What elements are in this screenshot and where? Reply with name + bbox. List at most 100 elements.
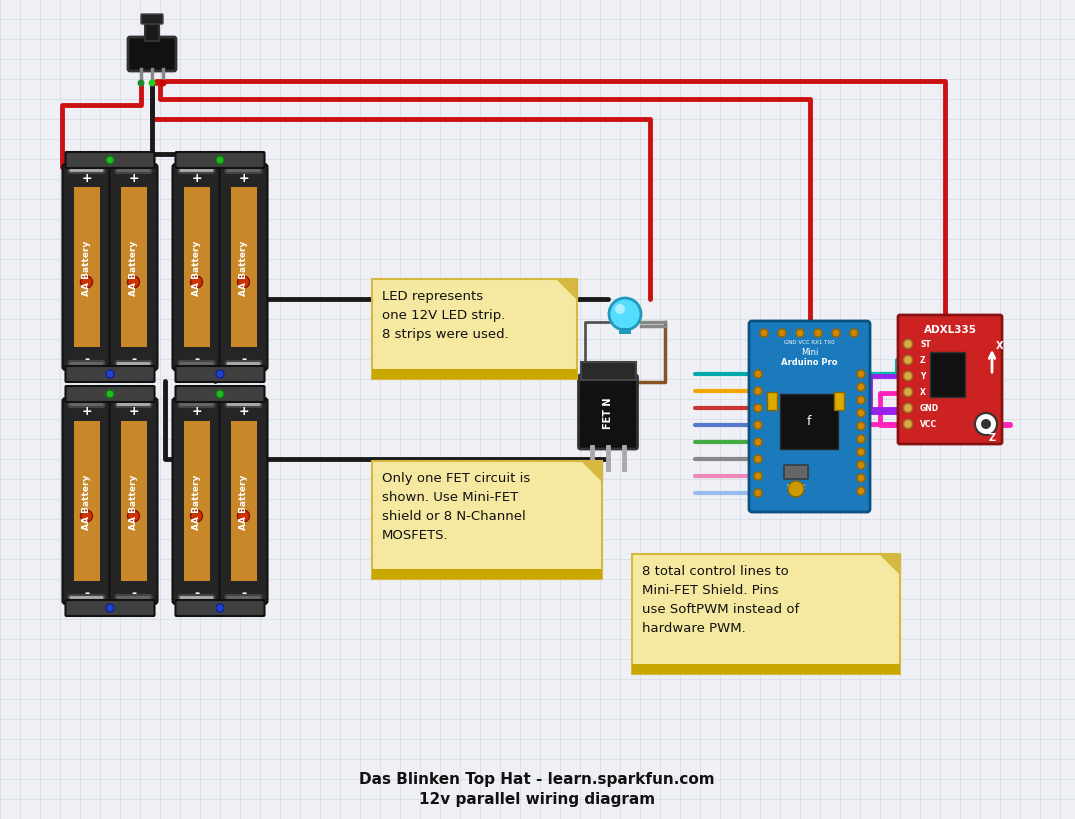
FancyBboxPatch shape [62,399,111,604]
Polygon shape [557,279,577,300]
Bar [834,392,844,410]
Circle shape [857,449,865,456]
Circle shape [754,405,762,413]
Text: GND VCC RX1 TX0: GND VCC RX1 TX0 [784,340,835,345]
Bar [372,369,577,379]
Text: -: - [84,586,89,600]
Polygon shape [582,461,602,482]
Text: VCC: VCC [920,420,937,429]
Circle shape [975,414,997,436]
Bar [580,363,635,381]
Circle shape [857,423,865,431]
Circle shape [754,455,762,464]
Circle shape [216,370,224,378]
Bar [632,554,900,674]
Circle shape [814,329,822,337]
Bar [230,188,257,347]
Circle shape [788,482,804,497]
Text: 12v parallel wiring diagram: 12v parallel wiring diagram [419,791,655,807]
Circle shape [903,388,913,397]
Text: f: f [806,415,812,428]
Bar [372,569,602,579]
Circle shape [81,510,92,523]
FancyBboxPatch shape [219,165,268,370]
FancyBboxPatch shape [69,391,104,408]
Circle shape [615,305,625,314]
Circle shape [760,329,768,337]
Circle shape [190,510,202,523]
Circle shape [903,372,913,381]
Circle shape [106,604,114,613]
Circle shape [106,370,114,378]
Circle shape [754,438,762,446]
Bar [632,664,900,674]
Bar [372,461,602,579]
Text: Reset: Reset [787,483,805,490]
Text: LED represents
one 12V LED strip.
8 strips were used.: LED represents one 12V LED strip. 8 stri… [382,290,508,341]
Bar [184,422,210,581]
Bar [372,279,577,379]
Circle shape [754,473,762,481]
Text: +: + [82,171,91,184]
FancyBboxPatch shape [115,361,152,378]
Text: FET N: FET N [603,396,613,428]
Text: AA Battery: AA Battery [129,473,138,529]
Text: -: - [241,586,246,600]
Text: -: - [131,353,137,366]
Text: ST: ST [920,340,931,349]
Circle shape [754,370,762,378]
Text: ADXL335: ADXL335 [923,324,976,335]
Circle shape [857,461,865,469]
Circle shape [754,422,762,429]
FancyBboxPatch shape [69,595,104,611]
FancyBboxPatch shape [69,158,104,174]
Circle shape [857,410,865,418]
FancyBboxPatch shape [66,367,155,382]
Circle shape [903,356,913,365]
Text: -: - [194,353,199,366]
FancyBboxPatch shape [115,391,152,408]
Circle shape [238,510,249,523]
Circle shape [128,277,140,288]
Circle shape [903,420,913,429]
Circle shape [857,396,865,405]
FancyBboxPatch shape [175,600,264,616]
Text: Das Blinken Top Hat - learn.sparkfun.com: Das Blinken Top Hat - learn.sparkfun.com [359,771,715,786]
FancyBboxPatch shape [66,387,155,402]
Circle shape [159,80,167,88]
Text: 8 total control lines to
Mini-FET Shield. Pins
use SoftPWM instead of
hardware P: 8 total control lines to Mini-FET Shield… [642,564,799,634]
Circle shape [857,474,865,482]
Bar [120,188,146,347]
FancyBboxPatch shape [175,367,264,382]
FancyBboxPatch shape [115,595,152,611]
Circle shape [106,391,114,399]
Circle shape [238,277,249,288]
FancyBboxPatch shape [578,376,637,450]
Text: AA Battery: AA Battery [192,473,201,529]
Circle shape [857,436,865,443]
Circle shape [81,277,92,288]
Bar [120,422,146,581]
Circle shape [850,329,858,337]
Circle shape [903,404,913,413]
FancyBboxPatch shape [62,165,111,370]
Circle shape [138,80,144,88]
Circle shape [796,329,804,337]
FancyBboxPatch shape [226,391,261,408]
Text: +: + [128,405,139,418]
Circle shape [216,156,224,165]
FancyBboxPatch shape [172,399,220,604]
Circle shape [754,490,762,497]
Bar [73,188,100,347]
Circle shape [148,80,156,88]
FancyBboxPatch shape [178,595,215,611]
Text: -: - [131,586,137,600]
FancyBboxPatch shape [110,165,158,370]
Bar [780,395,838,450]
Circle shape [190,277,202,288]
Circle shape [128,510,140,523]
FancyBboxPatch shape [69,361,104,378]
Bar [145,20,159,42]
Text: Z: Z [988,432,995,442]
FancyBboxPatch shape [66,600,155,616]
